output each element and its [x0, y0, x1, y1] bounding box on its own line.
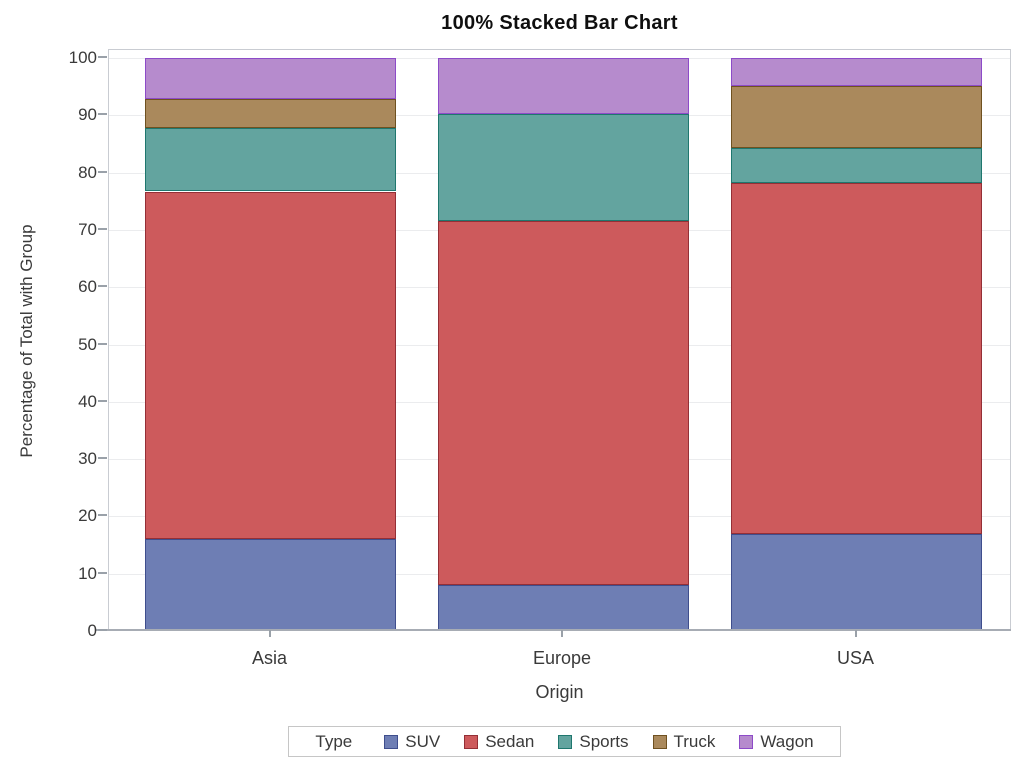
y-tick-label-50: 50 [78, 334, 97, 354]
y-tick-mark-20 [98, 514, 107, 517]
bar-segment-europe-suv [437, 584, 689, 631]
y-tick-mark-50 [98, 342, 107, 345]
plot-area [108, 49, 1011, 631]
y-tick-mark-30 [98, 457, 107, 460]
y-tick-mark-0 [98, 629, 107, 631]
bar-segment-europe-sports [437, 114, 689, 222]
bar-segment-asia-sedan [145, 191, 396, 539]
legend-item-truck: Truck [652, 731, 716, 752]
bar-segment-europe-wagon [437, 58, 689, 115]
bar-segment-asia-sports [145, 128, 396, 192]
x-tick-mark-europe [561, 630, 563, 637]
x-axis-line [96, 629, 1011, 631]
legend-swatch-suv [384, 734, 399, 749]
y-tick-label-100: 100 [68, 48, 97, 67]
bar-segment-europe-sedan [437, 221, 689, 585]
legend-swatch-sports [558, 734, 573, 749]
y-tick-mark-80 [98, 170, 107, 173]
y-tick-mark-90 [98, 113, 107, 116]
y-tick-label-90: 90 [78, 105, 97, 125]
legend-item-label-truck: Truck [673, 731, 716, 751]
bar-segment-usa-sedan [731, 182, 982, 534]
legend: Type SUV Sedan Sports Truck Wagon [288, 726, 841, 757]
y-tick-label-40: 40 [78, 391, 97, 411]
y-tick-label-10: 10 [78, 563, 97, 583]
legend-item-sports: Sports [558, 731, 629, 752]
legend-swatch-wagon [739, 734, 754, 749]
bar-segment-usa-truck [731, 85, 982, 148]
chart-title: 100% Stacked Bar Chart [441, 12, 678, 34]
y-axis-title: Percentage of Total with Group [17, 224, 36, 458]
x-axis-title: Origin [535, 682, 584, 702]
legend-item-sedan: Sedan [464, 732, 534, 752]
x-category-label-asia: Asia [251, 648, 287, 668]
y-tick-mark-60 [98, 285, 107, 288]
bar-segment-asia-wagon [145, 58, 396, 99]
legend-swatch-truck [652, 734, 667, 749]
y-tick-mark-10 [98, 571, 107, 574]
y-tick-label-20: 20 [78, 506, 97, 526]
legend-swatch-sedan [464, 734, 479, 749]
bar-segment-usa-wagon [731, 58, 982, 86]
y-tick-label-70: 70 [78, 219, 97, 239]
y-tick-label-80: 80 [78, 162, 97, 182]
x-tick-mark-usa [854, 630, 857, 637]
y-tick-mark-70 [98, 227, 107, 230]
x-tick-mark-asia [268, 630, 271, 637]
x-category-label-europe: Europe [532, 648, 592, 668]
legend-item-label-sports: Sports [579, 731, 629, 751]
bar-segment-asia-truck [145, 98, 396, 129]
y-tick-mark-40 [98, 399, 107, 402]
legend-item-label-suv: SUV [405, 731, 441, 751]
legend-item-label-wagon: Wagon [760, 731, 814, 751]
legend-item-label-sedan: Sedan [485, 731, 535, 751]
bar-segment-usa-suv [731, 533, 982, 631]
legend-item-suv: SUV [384, 732, 440, 752]
legend-title: Type [315, 731, 353, 751]
bar-segment-usa-sports [731, 147, 982, 183]
y-tick-label-60: 60 [78, 277, 97, 297]
y-tick-label-30: 30 [78, 449, 97, 469]
y-tick-mark-100 [98, 56, 107, 58]
legend-item-wagon: Wagon [739, 731, 814, 752]
x-category-label-usa: USA [836, 648, 874, 668]
bar-segment-asia-suv [145, 538, 396, 631]
y-tick-label-0: 0 [87, 621, 97, 640]
